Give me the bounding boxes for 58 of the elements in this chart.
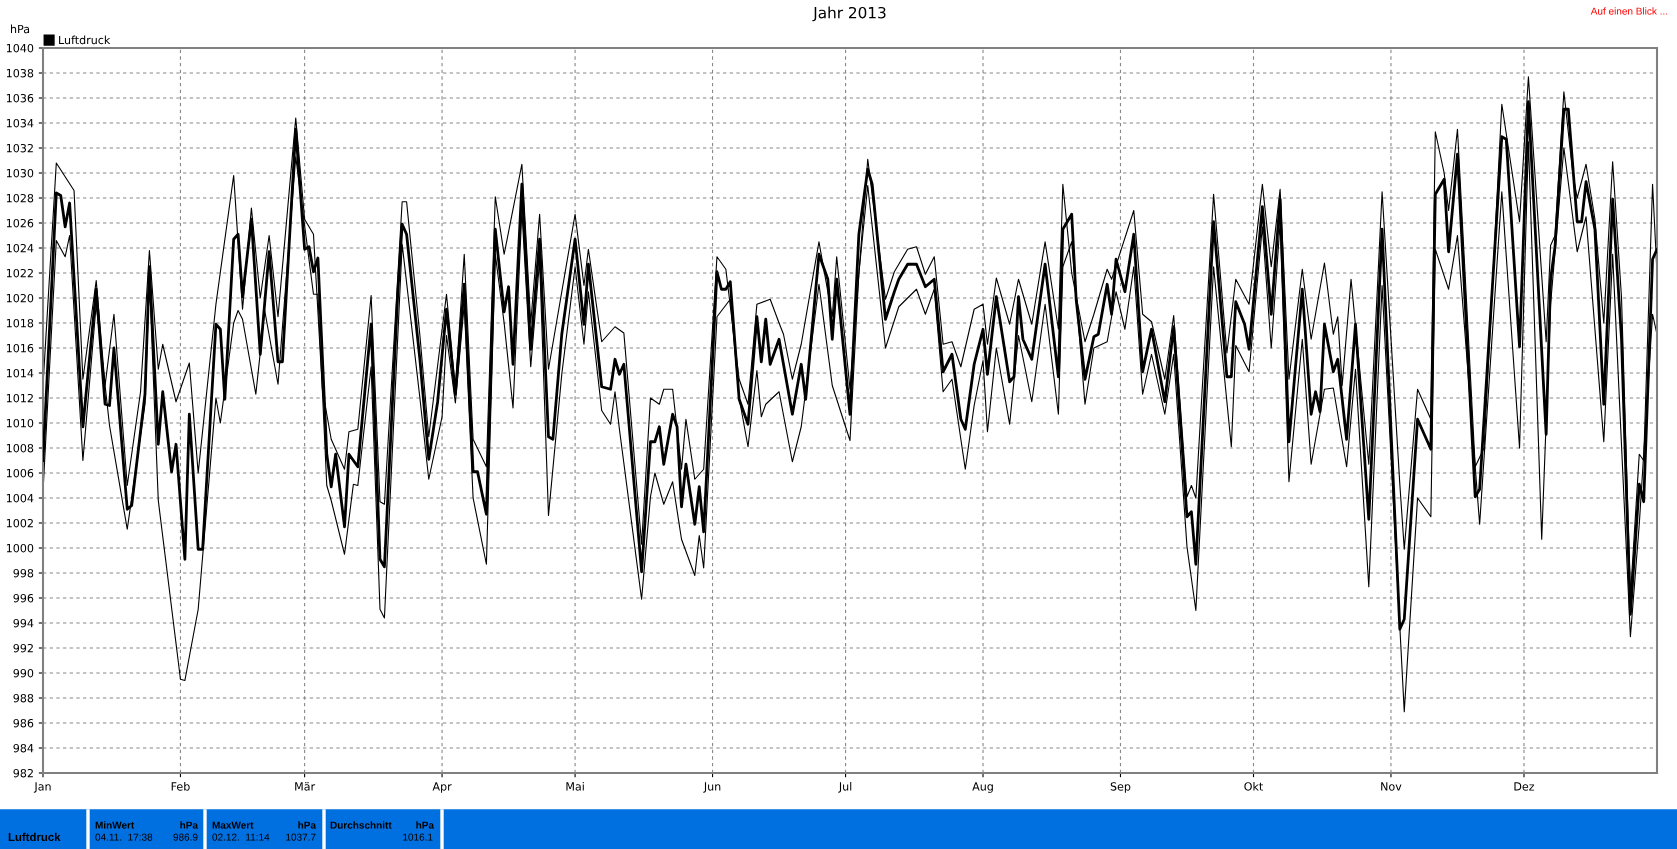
- y-tick-label: 1034: [6, 118, 34, 128]
- text: MinWert: [95, 821, 135, 829]
- chart-title: Jahr 2013: [812, 6, 886, 22]
- x-tick-label: Dez: [1514, 782, 1535, 791]
- x-tick-label: Mai: [566, 782, 584, 791]
- x-tick-label: Aug: [972, 782, 993, 793]
- x-tick-label: Jun: [703, 782, 721, 793]
- y-tick-label: 1006: [6, 468, 34, 478]
- y-tick-label: 982: [13, 768, 33, 778]
- x-tick-label: Jan: [33, 782, 51, 793]
- x-tick-label: Feb: [171, 782, 190, 791]
- y-tick-label: 996: [13, 593, 34, 603]
- text: hPa: [298, 821, 317, 829]
- text: 02.12. 11:14: [212, 833, 270, 841]
- y-tick-label: 1020: [6, 293, 34, 303]
- y-axis-title: hPa: [11, 24, 30, 34]
- y-tick-label: 1024: [6, 243, 34, 253]
- y-tick-label: 1030: [6, 168, 34, 178]
- legend-label: Luftdruck: [59, 35, 111, 45]
- text: MaxWert: [212, 821, 254, 829]
- y-tick-label: 1014: [6, 368, 34, 378]
- text: 986.9: [173, 833, 198, 841]
- x-tick-label: Okt: [1244, 782, 1263, 791]
- y-tick-label: 1038: [6, 68, 34, 78]
- y-tick-label: 1016: [6, 343, 34, 353]
- y-tick-label: 1028: [6, 193, 34, 203]
- y-tick-label: 1002: [6, 518, 33, 528]
- y-tick-label: 1018: [6, 318, 34, 328]
- y-tick-label: 998: [13, 568, 34, 578]
- y-tick-label: 984: [13, 743, 34, 753]
- y-tick-label: 986: [13, 718, 34, 728]
- y-tick-label: 1026: [6, 218, 34, 228]
- text: Durchschnitt: [330, 821, 392, 829]
- x-tick-label: Sep: [1110, 782, 1131, 793]
- x-tick-label: Apr: [432, 782, 452, 793]
- text: hPa: [416, 821, 435, 829]
- y-tick-label: 1032: [6, 143, 33, 153]
- text: Auf einen Blick ...: [1590, 7, 1668, 15]
- y-tick-label: 1008: [6, 443, 34, 453]
- y-tick-label: 1004: [6, 493, 34, 503]
- x-tick-label: Mär: [295, 782, 316, 791]
- text: 04.11. 17:38: [95, 833, 153, 841]
- y-tick-label: 1012: [6, 393, 33, 403]
- y-tick-label: 1036: [6, 93, 34, 103]
- y-tick-label: 1040: [6, 43, 34, 53]
- text: Luftdruck: [8, 832, 61, 842]
- y-tick-label: 1010: [6, 418, 34, 428]
- text: 1037.7: [286, 833, 316, 841]
- y-tick-label: 990: [13, 668, 34, 678]
- y-tick-label: 994: [13, 618, 34, 628]
- y-tick-label: 988: [13, 693, 34, 703]
- x-tick-label: Nov: [1381, 782, 1402, 791]
- text: 1016.1: [403, 833, 433, 841]
- y-tick-label: 1000: [6, 543, 34, 553]
- text: hPa: [180, 821, 199, 829]
- x-tick-label: Jul: [838, 782, 852, 793]
- y-tick-label: 992: [13, 643, 33, 653]
- y-tick-label: 1022: [6, 268, 33, 278]
